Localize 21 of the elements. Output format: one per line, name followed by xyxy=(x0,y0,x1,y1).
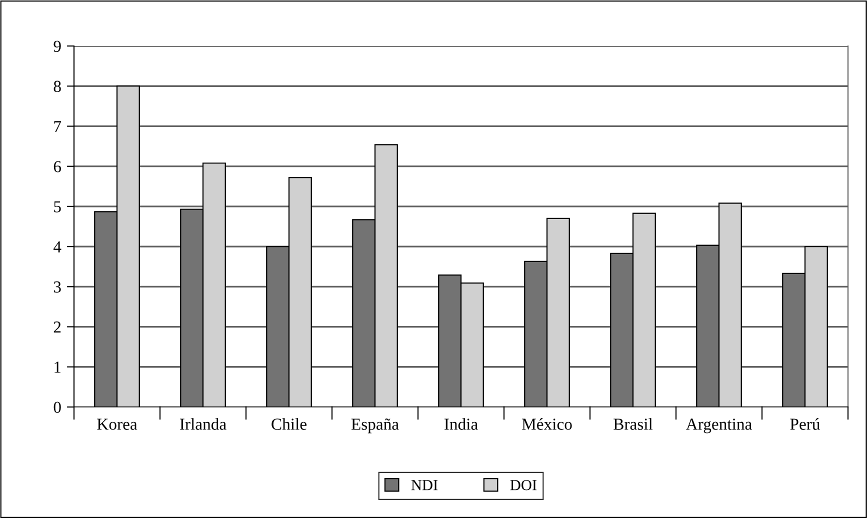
y-tick-label: 6 xyxy=(54,161,62,172)
y-tick-label: 4 xyxy=(53,241,62,252)
y-tick-label: 5 xyxy=(54,201,61,212)
y-tick-label: 7 xyxy=(54,121,62,132)
x-tick-label: Perú xyxy=(790,418,820,430)
y-tick-label: 3 xyxy=(54,281,61,293)
legend-label: DOI xyxy=(510,480,537,490)
x-tick-label: Korea xyxy=(97,418,138,430)
x-tick-label: Irlanda xyxy=(180,418,226,430)
x-tick-label: Chile xyxy=(272,418,306,430)
x-tick-label: India xyxy=(444,418,478,430)
x-tick-label: México xyxy=(522,418,572,430)
y-tick-label: 2 xyxy=(54,322,61,333)
y-tick-label: 9 xyxy=(54,40,61,52)
y-tick-label: 1 xyxy=(54,362,60,373)
x-tick-label: España xyxy=(351,418,399,434)
y-tick-label: 0 xyxy=(54,402,61,413)
legend-label: NDI xyxy=(411,480,438,490)
y-tick-label: 8 xyxy=(54,80,61,92)
x-tick-label: Argentina xyxy=(686,418,752,434)
x-tick-label: Brasil xyxy=(614,418,653,430)
